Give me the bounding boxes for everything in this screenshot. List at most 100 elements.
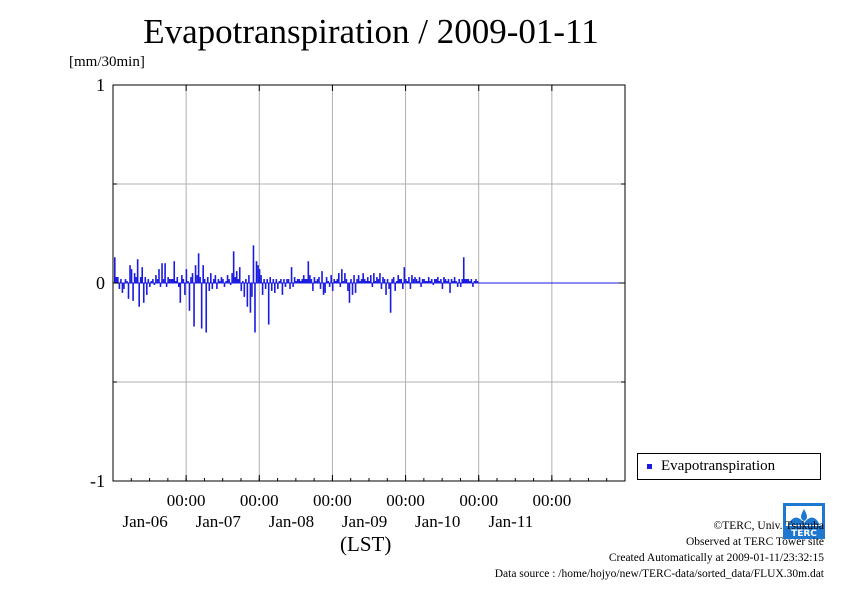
bar (350, 279, 352, 283)
bar (208, 283, 211, 291)
bar (312, 283, 314, 291)
bar (392, 277, 395, 283)
x-tick-label-date: Jan-06 (122, 512, 167, 531)
bar (266, 279, 268, 283)
bar (450, 279, 453, 283)
bar (161, 263, 163, 283)
bar (141, 267, 144, 283)
bar (219, 281, 221, 283)
y-tick-label: -1 (90, 471, 105, 491)
bar (159, 283, 162, 287)
bar (441, 283, 444, 289)
bar (357, 275, 360, 283)
x-tick-label-time: 00:00 (240, 491, 279, 510)
bar (188, 283, 191, 311)
bar (341, 269, 343, 283)
bar (254, 283, 256, 333)
bar (437, 277, 439, 283)
bar (295, 281, 297, 283)
bar (214, 275, 217, 283)
bar (466, 279, 468, 283)
bar (385, 283, 387, 295)
bar (417, 281, 419, 283)
bar (408, 277, 410, 283)
bar (476, 281, 479, 283)
x-tick-label-date: Jan-08 (269, 512, 314, 531)
bar (213, 279, 215, 283)
bar (251, 283, 253, 297)
bar (269, 277, 272, 283)
chart-title: Evapotranspiration / 2009-01-11 (143, 12, 599, 51)
bar (411, 275, 413, 283)
bar (280, 279, 282, 283)
bar (379, 273, 381, 283)
bar (210, 273, 212, 283)
bar (248, 275, 250, 283)
x-tick-label-date: Jan-09 (342, 512, 387, 531)
bar (299, 281, 302, 283)
y-tick-label: 0 (96, 273, 105, 293)
legend-label: Evapotranspiration (661, 458, 776, 474)
bar (324, 283, 326, 293)
bar (322, 283, 325, 295)
bar (435, 279, 438, 283)
bar (290, 267, 293, 283)
bar (179, 283, 182, 303)
bar (168, 279, 171, 283)
x-tick-label-time: 00:00 (532, 491, 571, 510)
bar (418, 277, 421, 283)
bar (447, 279, 450, 283)
bar (315, 281, 317, 283)
bar (126, 281, 128, 283)
x-tick-label-date: Jan-11 (489, 512, 534, 531)
bar (190, 277, 192, 283)
bar (123, 283, 125, 289)
bar (292, 283, 294, 287)
bar (124, 279, 127, 283)
bar (243, 283, 246, 297)
bar (328, 283, 331, 287)
bar (368, 281, 371, 283)
bar (309, 275, 311, 283)
bar (409, 283, 412, 289)
bar (176, 277, 179, 283)
bar (444, 279, 447, 283)
bar (158, 269, 160, 283)
bar (127, 283, 130, 299)
bar (383, 279, 386, 283)
bar (277, 283, 279, 289)
bar (228, 279, 230, 283)
bar (165, 283, 168, 287)
bar (193, 283, 195, 327)
bar (398, 279, 401, 283)
bar (283, 279, 285, 283)
bar (359, 281, 361, 283)
bar (199, 277, 201, 283)
bar (255, 261, 258, 283)
bar (167, 277, 169, 283)
bar (347, 283, 349, 291)
bar (173, 261, 176, 283)
bar (459, 283, 462, 287)
bar (115, 277, 118, 283)
bar (470, 279, 473, 283)
bar (263, 279, 265, 283)
bar (136, 259, 139, 283)
terc-logo-icon: TERC (783, 503, 825, 539)
legend-swatch (647, 464, 652, 469)
bar (412, 279, 415, 283)
x-tick-label-time: 00:00 (167, 491, 206, 510)
bar (133, 273, 136, 283)
bar (249, 283, 252, 313)
bar (289, 283, 291, 289)
bar (206, 277, 209, 283)
bar (275, 279, 278, 283)
bar (114, 257, 116, 283)
bar (187, 281, 189, 283)
bar (296, 279, 299, 283)
x-tick-label-time: 00:00 (386, 491, 425, 510)
bar (338, 273, 340, 283)
bar (153, 283, 156, 285)
bar (414, 277, 416, 283)
